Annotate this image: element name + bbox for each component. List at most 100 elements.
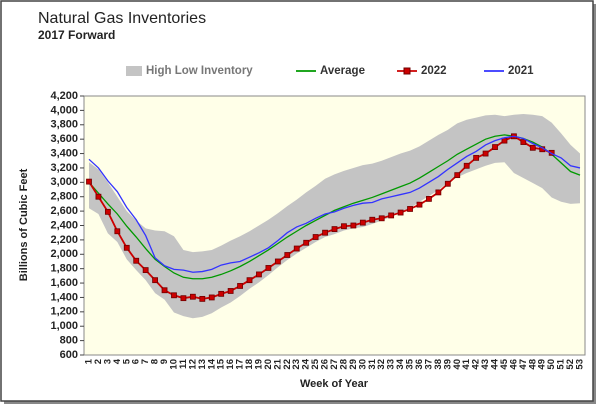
- x-tick-label: 23: [291, 359, 302, 370]
- series-marker: [86, 178, 92, 185]
- x-tick-label: 53: [575, 359, 586, 370]
- x-tick-label: 11: [178, 358, 189, 369]
- y-tick-label: 4,000: [50, 104, 78, 116]
- y-tick-label: 1,800: [50, 263, 78, 275]
- series-marker: [369, 216, 376, 223]
- series-marker: [331, 226, 338, 232]
- x-tick-label: 49: [537, 359, 548, 370]
- x-tick-label: 12: [187, 359, 198, 370]
- series-marker: [256, 271, 262, 278]
- x-tick-label: 32: [376, 359, 387, 370]
- series-marker: [246, 277, 253, 284]
- legend-swatch: [126, 66, 142, 76]
- series-marker: [463, 162, 470, 169]
- series-marker: [529, 144, 536, 151]
- series-marker: [95, 193, 102, 200]
- x-tick-label: 16: [225, 359, 236, 370]
- y-tick-label: 3,200: [50, 162, 78, 174]
- series-marker: [520, 139, 527, 145]
- series-marker: [227, 288, 234, 294]
- series-marker: [322, 229, 328, 236]
- x-tick-label: 20: [263, 359, 274, 370]
- x-tick-label: 33: [386, 359, 397, 370]
- series-marker: [293, 245, 300, 252]
- series-marker: [473, 154, 480, 161]
- series-marker: [133, 257, 140, 264]
- x-tick-label: 44: [490, 358, 501, 369]
- x-tick-label: 28: [338, 359, 349, 370]
- series-marker: [152, 277, 158, 284]
- y-tick-label: 3,600: [50, 133, 78, 145]
- series-marker: [208, 294, 215, 301]
- y-tick-label: 800: [60, 335, 78, 347]
- x-tick-label: 51: [556, 358, 567, 369]
- series-marker: [482, 150, 489, 157]
- x-tick-label: 3: [102, 359, 113, 364]
- x-tick-label: 46: [508, 359, 519, 370]
- series-line: [88, 134, 581, 280]
- x-tick-label: 14: [206, 358, 217, 369]
- x-tick-label: 26: [320, 359, 331, 370]
- y-tick-label: 1,600: [50, 277, 78, 289]
- x-tick-label: 8: [150, 359, 161, 364]
- x-tick-label: 19: [253, 359, 264, 370]
- series-marker: [435, 189, 442, 196]
- legend-label: Average: [320, 65, 365, 77]
- series-marker: [407, 206, 413, 212]
- x-tick-label: 39: [442, 359, 453, 370]
- x-tick-label: 9: [159, 359, 170, 364]
- series-marker: [123, 244, 130, 251]
- x-tick-label: 47: [518, 359, 529, 370]
- x-tick-label: 15: [216, 358, 227, 369]
- x-tick-label: 45: [499, 358, 510, 369]
- x-tick-label: 13: [197, 359, 208, 370]
- y-tick-label: 3,000: [50, 176, 78, 188]
- y-tick-label: 2,200: [50, 234, 78, 246]
- x-tick-label: 43: [480, 359, 491, 370]
- y-tick-label: 1,000: [50, 320, 78, 332]
- x-tick-label: 41: [461, 358, 472, 369]
- x-tick-label: 34: [395, 358, 406, 369]
- series-marker: [171, 292, 177, 299]
- series-marker: [199, 295, 206, 302]
- series-marker: [359, 219, 366, 226]
- y-tick-label: 1,200: [50, 306, 78, 318]
- series-marker: [388, 212, 395, 219]
- x-tick-label: 17: [235, 359, 246, 370]
- series-marker: [303, 239, 310, 246]
- x-tick-label: 27: [329, 359, 340, 370]
- y-tick-label: 1,400: [50, 291, 78, 303]
- x-tick-label: 30: [357, 359, 368, 370]
- series-marker: [444, 180, 451, 187]
- x-tick-label: 40: [452, 359, 463, 370]
- series-marker: [416, 201, 423, 208]
- series-marker: [104, 208, 111, 215]
- series-marker: [378, 215, 385, 222]
- series-marker: [180, 295, 187, 302]
- series-marker: [454, 172, 461, 179]
- x-tick-label: 29: [348, 359, 359, 370]
- x-tick-label: 25: [310, 358, 321, 369]
- legend-label: High Low Inventory: [146, 65, 253, 77]
- series-marker: [341, 223, 347, 230]
- x-tick-label: 50: [546, 359, 557, 370]
- x-tick-label: 38: [433, 359, 444, 370]
- x-tick-label: 4: [112, 358, 123, 364]
- x-tick-label: 7: [140, 359, 151, 364]
- x-tick-label: 24: [301, 358, 312, 369]
- series-marker: [218, 290, 225, 297]
- x-tick-label: 10: [168, 359, 179, 370]
- legend-label: 2021: [508, 65, 534, 77]
- series-marker: [426, 195, 432, 202]
- series-marker: [161, 287, 168, 294]
- series-marker: [397, 209, 404, 216]
- chart-title: Natural Gas Inventories: [38, 10, 206, 27]
- x-tick-label: 6: [131, 359, 142, 364]
- y-tick-label: 4,200: [50, 90, 78, 102]
- series-marker: [274, 258, 281, 265]
- series-marker: [492, 144, 498, 150]
- x-tick-label: 37: [423, 359, 434, 370]
- y-tick-label: 600: [60, 349, 78, 361]
- series-marker: [350, 222, 357, 229]
